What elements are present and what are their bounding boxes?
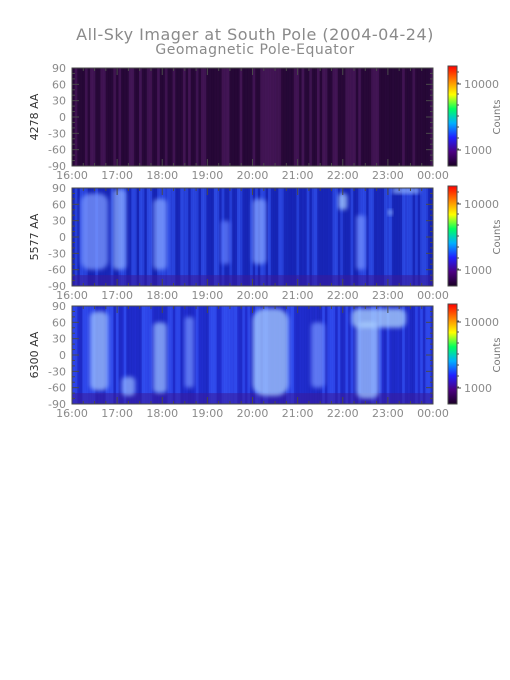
y-tick-label: -60 (48, 382, 66, 395)
bright-region (392, 188, 420, 194)
x-tick-label: 17:00 (101, 169, 133, 182)
y-tick-label: 90 (52, 300, 66, 313)
colorbar-tick-label: 1000 (464, 144, 492, 157)
x-tick-label: 20:00 (237, 407, 269, 420)
colorbar-tick-label: 1000 (464, 382, 492, 395)
y-tick-label: -30 (48, 365, 66, 378)
colorbar-label: Counts (492, 100, 503, 135)
chart-title: All-Sky Imager at South Pole (2004-04-24… (76, 25, 434, 44)
bright-region (121, 376, 136, 396)
bright-region (338, 193, 348, 210)
x-tick-label: 22:00 (327, 169, 359, 182)
x-tick-label: 16:00 (56, 289, 88, 302)
bright-region (252, 308, 289, 396)
x-tick-label: 18:00 (146, 407, 178, 420)
x-tick-label: 16:00 (56, 407, 88, 420)
x-tick-label: 18:00 (146, 169, 178, 182)
y-tick-label: -60 (48, 264, 66, 277)
y-tick-label: -30 (48, 127, 66, 140)
x-tick-label: 21:00 (282, 169, 314, 182)
x-tick-label: 21:00 (282, 289, 314, 302)
colorbar (448, 66, 457, 166)
bright-region (311, 322, 325, 388)
chart-title-block: All-Sky Imager at South Pole (2004-04-24… (0, 26, 510, 58)
y-tick-label: 0 (59, 231, 66, 244)
y-tick-label: -30 (48, 247, 66, 260)
x-tick-label: 21:00 (282, 407, 314, 420)
x-tick-label: 16:00 (56, 169, 88, 182)
colorbar-tick-label: 10000 (464, 316, 499, 329)
y-tick-label: 60 (52, 198, 66, 211)
y-tick-label: 30 (52, 215, 66, 228)
y-tick-label: -90 (48, 398, 66, 411)
panel-texture (72, 68, 433, 166)
y-tick-label: 0 (59, 111, 66, 124)
y-tick-label: -90 (48, 160, 66, 173)
bright-region (387, 209, 393, 216)
bright-region (81, 193, 109, 270)
bright-region (112, 189, 127, 270)
colorbar (448, 186, 457, 286)
bright-region (356, 322, 379, 399)
x-tick-label: 19:00 (192, 169, 224, 182)
chart-subtitle: Geomagnetic Pole-Equator (155, 42, 355, 58)
x-tick-label: 22:00 (327, 407, 359, 420)
bright-region (220, 220, 230, 265)
x-tick-label: 17:00 (101, 289, 133, 302)
x-tick-label: 17:00 (101, 407, 133, 420)
bright-region (252, 198, 267, 265)
x-tick-label: 23:00 (372, 169, 404, 182)
x-tick-label: 19:00 (192, 407, 224, 420)
bright-region (184, 316, 194, 388)
colorbar-label: Counts (492, 338, 503, 373)
x-tick-label: 00:00 (417, 169, 449, 182)
y-tick-label: 0 (59, 349, 66, 362)
panel-wavelength-label: 5577 AA (28, 213, 41, 260)
x-tick-label: 20:00 (237, 289, 269, 302)
y-tick-label: 90 (52, 62, 66, 75)
x-tick-label: 00:00 (417, 289, 449, 302)
y-tick-label: 60 (52, 316, 66, 329)
colorbar (448, 304, 457, 404)
panel-wavelength-label: 6300 AA (28, 331, 41, 378)
x-tick-label: 00:00 (417, 407, 449, 420)
panel-wavelength-label: 4278 AA (28, 93, 41, 140)
x-tick-label: 19:00 (192, 289, 224, 302)
colorbar-label: Counts (492, 220, 503, 255)
y-tick-label: -90 (48, 280, 66, 293)
y-tick-label: 60 (52, 78, 66, 91)
colorbar-tick-label: 1000 (464, 264, 492, 277)
x-tick-label: 18:00 (146, 289, 178, 302)
bright-region (153, 198, 167, 270)
x-tick-label: 23:00 (372, 289, 404, 302)
x-tick-label: 23:00 (372, 407, 404, 420)
colorbar-tick-label: 10000 (464, 198, 499, 211)
colorbar-tick-label: 10000 (464, 78, 499, 91)
x-tick-label: 22:00 (327, 289, 359, 302)
bright-region (356, 215, 366, 270)
y-tick-label: 30 (52, 95, 66, 108)
bright-region (153, 322, 167, 394)
y-tick-label: 90 (52, 182, 66, 195)
y-tick-label: -60 (48, 144, 66, 157)
x-tick-label: 20:00 (237, 169, 269, 182)
y-tick-label: 30 (52, 333, 66, 346)
panel-texture (72, 188, 433, 286)
panel-texture (72, 306, 433, 404)
bright-region (351, 308, 406, 328)
bright-region (90, 311, 109, 391)
